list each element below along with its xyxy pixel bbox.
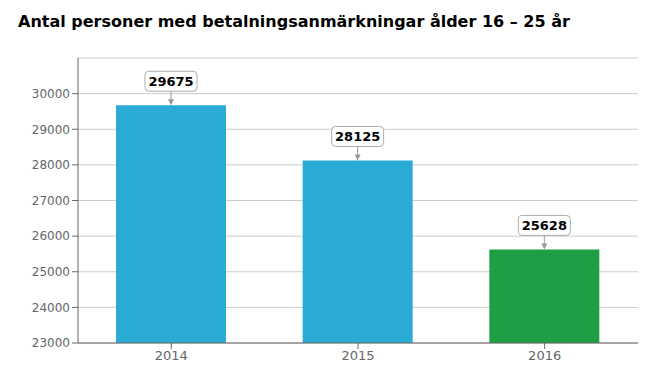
svg-text:2016: 2016 [528, 348, 561, 363]
svg-text:30000: 30000 [32, 87, 70, 101]
svg-text:29675: 29675 [148, 74, 193, 89]
svg-text:25628: 25628 [522, 218, 567, 233]
svg-text:28125: 28125 [335, 129, 380, 144]
svg-text:29000: 29000 [32, 123, 70, 137]
svg-text:24000: 24000 [32, 301, 70, 315]
svg-text:2014: 2014 [155, 348, 188, 363]
svg-text:27000: 27000 [32, 194, 70, 208]
svg-text:2015: 2015 [341, 348, 374, 363]
svg-text:25000: 25000 [32, 265, 70, 279]
svg-text:23000: 23000 [32, 336, 70, 350]
svg-text:26000: 26000 [32, 229, 70, 243]
svg-text:28000: 28000 [32, 158, 70, 172]
html-text:Antal personer med betalningsa: Antal personer med betalningsanmärkninga… [18, 12, 570, 31]
